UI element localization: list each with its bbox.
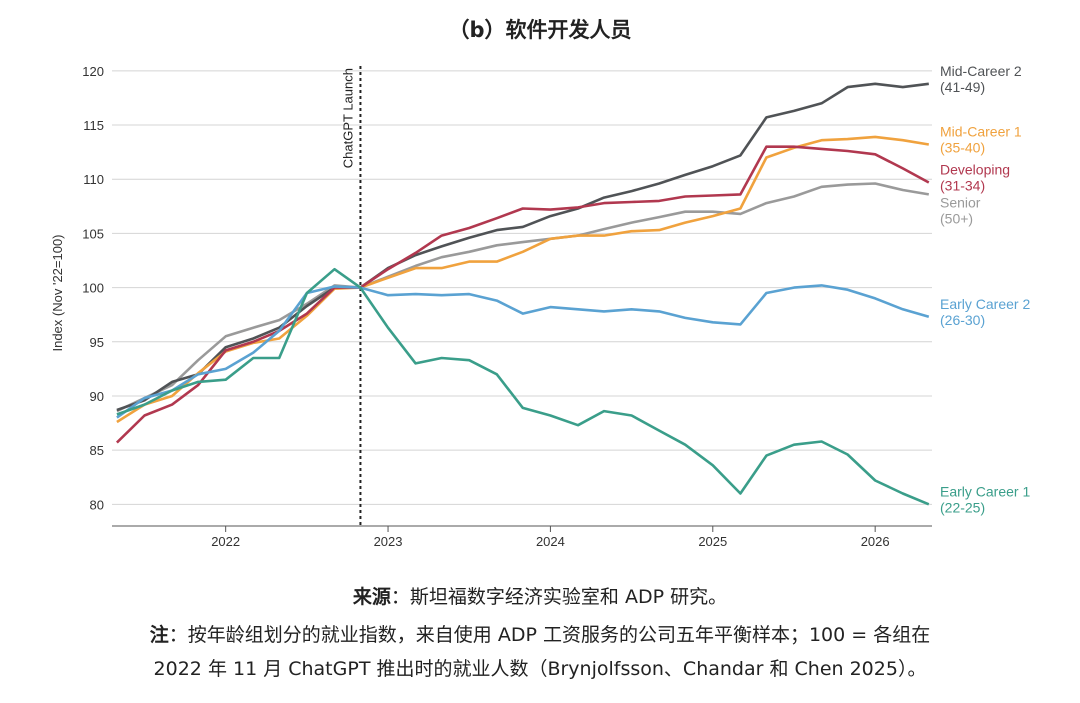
- y-tick-label: 90: [90, 389, 104, 404]
- y-tick-label: 95: [90, 335, 104, 350]
- series-label-line: (50+): [940, 210, 973, 226]
- series-lines: [115, 82, 930, 506]
- x-tick-label: 2024: [536, 534, 565, 549]
- x-tick-label: 2022: [211, 534, 240, 549]
- y-tick-label: 100: [82, 281, 104, 296]
- series-label-line: (31-34): [940, 177, 985, 193]
- chatgpt-launch-marker: ChatGPT Launch: [340, 66, 362, 526]
- note-text-1: ：按年龄组划分的就业指数，来自使用 ADP 工资服务的公司五年平衡样本；100 …: [168, 624, 931, 646]
- series-label-line: Developing: [940, 161, 1010, 177]
- series-line: [116, 82, 929, 412]
- y-tick-label: 110: [83, 172, 104, 187]
- series-label: Developing (31-34): [940, 161, 1010, 193]
- series-label-line: (22-25): [940, 499, 985, 515]
- y-tick-label: 115: [83, 118, 104, 133]
- x-tick-label: 2025: [698, 534, 727, 549]
- note-text-2: 2022 年 11 月 ChatGPT 推出时的就业人数（Brynjolfsso…: [153, 658, 927, 680]
- note-line-1: 注：按年龄组划分的就业指数，来自使用 ADP 工资服务的公司五年平衡样本；100…: [0, 620, 1080, 650]
- note-label: 注: [149, 624, 169, 646]
- source-label: 来源: [352, 586, 391, 608]
- series-label-line: Early Career 2: [940, 296, 1030, 312]
- series-label-line: (26-30): [940, 312, 985, 328]
- series-label: Early Career 2 (26-30): [940, 296, 1030, 328]
- source-text: ：斯坦福数字经济实验室和 ADP 研究。: [390, 586, 728, 608]
- y-tick-label: 85: [90, 443, 104, 458]
- series-label-line: (35-40): [940, 140, 985, 156]
- series-line: [116, 182, 930, 413]
- y-tick-label: 80: [90, 497, 104, 512]
- chart-title: （b）软件开发人员: [448, 18, 632, 42]
- y-axis: 80 85 90 95 100 105 110 115 120: [82, 64, 104, 512]
- note-line-2: 2022 年 11 月 ChatGPT 推出时的就业人数（Brynjolfsso…: [0, 654, 1080, 684]
- series-labels: Mid-Career 2 (41-49) Mid-Career 1 (35-40) De…: [940, 63, 1030, 515]
- launch-label: ChatGPT Launch: [340, 68, 355, 168]
- series-label-line: Mid-Career 1: [940, 124, 1022, 140]
- x-tick-label: 2026: [861, 534, 890, 549]
- series-label-line: Early Career 1: [940, 483, 1030, 499]
- series-label: Mid-Career 1 (35-40): [940, 124, 1022, 156]
- y-tick-label: 105: [82, 226, 104, 241]
- series-label: Senior (50+): [940, 194, 981, 226]
- series-line: [115, 145, 930, 444]
- line-chart: 80 85 90 95 100 105 110 115 120 2022 2023 2024 2025…: [50, 63, 1030, 549]
- y-tick-label: 120: [82, 64, 104, 79]
- series-label-line: Mid-Career 2: [940, 63, 1022, 79]
- series-label-line: (41-49): [940, 79, 985, 95]
- series-label-line: Senior: [940, 194, 981, 210]
- gridlines: [112, 70, 932, 505]
- y-axis-title: Index (Nov '22=100): [50, 234, 65, 351]
- source-line: 来源：斯坦福数字经济实验室和 ADP 研究。: [0, 582, 1080, 612]
- series-label: Mid-Career 2 (41-49): [940, 63, 1022, 95]
- series-label: Early Career 1 (22-25): [940, 483, 1030, 515]
- x-tick-label: 2023: [374, 534, 403, 549]
- x-axis: 2022 2023 2024 2025 2026: [112, 525, 932, 549]
- series-line: [116, 284, 930, 419]
- series-line: [116, 267, 930, 506]
